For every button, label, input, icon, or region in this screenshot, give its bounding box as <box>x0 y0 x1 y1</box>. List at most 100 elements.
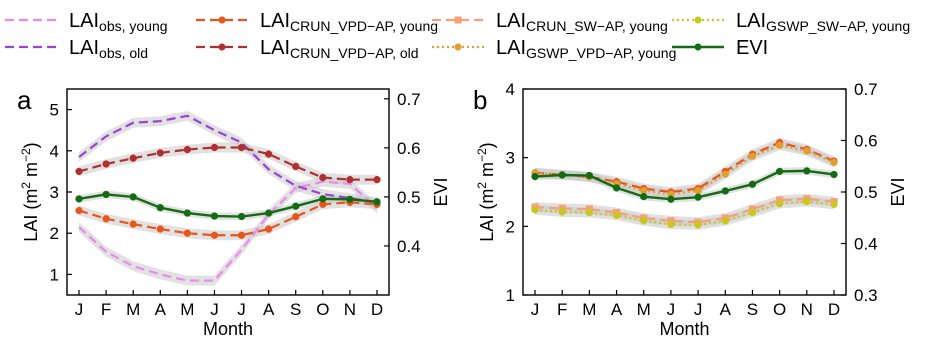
y-axis-label: LAI (m2 m−2) <box>19 142 41 241</box>
point-crun_vpd_young-6 <box>237 231 246 239</box>
legend-label-crun_sw_young: LAICRUN_SW−AP, young <box>496 10 668 34</box>
point-evi-8 <box>292 202 300 210</box>
x-tick-label-6: J <box>694 300 703 319</box>
point-crun_vpd_young-5 <box>210 231 219 239</box>
legend-entry-evi: EVI <box>672 37 768 59</box>
point-evi-8 <box>748 180 757 188</box>
x-tick-label-5: J <box>667 300 676 319</box>
y2-tick-label-4: 0.7 <box>854 80 878 99</box>
point-gswp_sw_young-3 <box>612 211 621 219</box>
legend-entry-obs_old: LAIobs, old <box>5 37 148 61</box>
legend-label-crun_vpd_young: LAICRUN_VPD−AP, young <box>260 10 438 34</box>
line-crun_sw_young <box>534 197 835 224</box>
legend-marker-crun_vpd_old <box>218 43 226 51</box>
point-crun_vpd_old-0 <box>75 167 83 176</box>
point-crun_vpd_old-1 <box>102 160 110 168</box>
point-evi-11 <box>373 198 381 206</box>
legend-entry-gswp_vpd_young: LAIGSWP_VPD−AP, young <box>432 37 676 61</box>
point-gswp_sw_young-5 <box>667 220 675 228</box>
point-crun_vpd_old-10 <box>346 175 354 184</box>
point-crun_vpd_young-7 <box>264 225 273 233</box>
legend-label-obs_young: LAIobs, young <box>69 10 168 34</box>
point-gswp_sw_young-7 <box>721 217 729 225</box>
x-tick-label-7: A <box>720 300 732 319</box>
point-evi-4 <box>640 192 648 201</box>
point-evi-9 <box>775 167 784 176</box>
line-evi <box>534 169 835 201</box>
point-crun_vpd_young-1 <box>102 215 110 223</box>
x-tick-label-11: D <box>371 300 383 319</box>
point-gswp_sw_young-6 <box>694 221 702 229</box>
y2-tick-label-3: 0.7 <box>397 90 421 109</box>
x-tick-label-0: J <box>531 300 540 319</box>
line-crun_vpd_young <box>78 201 378 237</box>
x-tick-label-10: N <box>344 300 356 319</box>
line-gswp_vpd_young <box>534 144 835 196</box>
point-crun_vpd_young-3 <box>156 225 164 233</box>
legend-marker-crun_sw_young <box>454 16 462 24</box>
point-evi-9 <box>319 195 327 203</box>
point-gswp_vpd_young-8 <box>748 152 757 160</box>
point-crun_vpd_young-8 <box>292 213 300 221</box>
point-crun_vpd_young-0 <box>75 206 83 215</box>
legend-sub-gswp_vpd_young: GSWP_VPD−AP, young <box>526 45 676 61</box>
band-crun_sw_young <box>535 193 834 228</box>
point-crun_vpd_old-11 <box>373 175 381 184</box>
point-crun_vpd_old-4 <box>183 145 192 154</box>
y2-tick-label-0: 0.4 <box>397 237 421 256</box>
x-tick-label-0: J <box>75 300 84 319</box>
x-tick-label-2: M <box>126 300 140 319</box>
series-evi <box>531 167 838 203</box>
point-evi-2 <box>585 171 594 180</box>
band-crun_vpd_young <box>79 197 377 241</box>
x-tick-label-10: N <box>801 300 813 319</box>
x-tick-label-1: F <box>557 300 567 319</box>
legend-label-gswp_vpd_young: LAIGSWP_VPD−AP, young <box>496 37 676 61</box>
x-axis-label: Month <box>203 319 253 339</box>
point-crun_vpd_young-2 <box>129 220 137 228</box>
x-tick-label-3: A <box>155 300 167 319</box>
legend-entry-crun_vpd_old: LAICRUN_VPD−AP, old <box>196 37 419 61</box>
point-gswp_vpd_young-10 <box>803 147 811 155</box>
point-evi-7 <box>264 209 273 217</box>
point-evi-1 <box>558 171 566 179</box>
y-tick-label-1: 2 <box>506 217 515 236</box>
legend-label-evi: EVI <box>736 37 768 59</box>
point-crun_vpd_old-7 <box>264 150 273 158</box>
series-obs_old <box>78 114 378 204</box>
y-axis-label: LAI (m2 m−2) <box>475 142 497 241</box>
x-tick-label-1: F <box>101 300 111 319</box>
point-gswp_sw_young-4 <box>640 217 648 225</box>
point-evi-10 <box>346 195 354 204</box>
x-tick-label-6: J <box>237 300 246 319</box>
x-tick-label-5: J <box>210 300 219 319</box>
line-obs_old <box>78 114 378 204</box>
point-evi-5 <box>210 212 219 220</box>
point-gswp_sw_young-10 <box>803 197 811 206</box>
y-tick-label-4: 5 <box>50 101 59 120</box>
y2-axis-label: EVI <box>888 177 908 206</box>
x-tick-label-9: O <box>773 300 786 319</box>
x-tick-label-2: M <box>582 300 596 319</box>
legend-marker-crun_vpd_young <box>218 16 226 24</box>
point-crun_vpd_old-2 <box>129 154 137 162</box>
legend-marker-gswp_sw_young <box>694 16 702 24</box>
series-obs_young <box>78 180 378 282</box>
point-gswp_vpd_young-11 <box>830 158 838 167</box>
y2-tick-label-3: 0.6 <box>854 132 878 151</box>
y-tick-label-2: 3 <box>506 149 515 168</box>
y2-tick-label-1: 0.4 <box>854 235 878 254</box>
y2-axis-label: EVI <box>431 177 451 206</box>
legend: LAIobs, young LAICRUN_VPD−AP, young LAICRU… <box>5 10 910 61</box>
y2-tick-label-0: 0.3 <box>854 286 878 305</box>
legend-marker-evi <box>694 43 702 51</box>
legend-sub-obs_old: obs, old <box>99 45 148 61</box>
y-tick-label-3: 4 <box>506 80 515 99</box>
legend-entry-gswp_sw_young: LAIGSWP_SW−AP, young <box>672 10 910 34</box>
line-obs_young <box>78 180 378 282</box>
point-gswp_sw_young-2 <box>585 208 594 217</box>
band-crun_vpd_old <box>79 142 377 185</box>
legend-label-gswp_sw_young: LAIGSWP_SW−AP, young <box>736 10 910 34</box>
